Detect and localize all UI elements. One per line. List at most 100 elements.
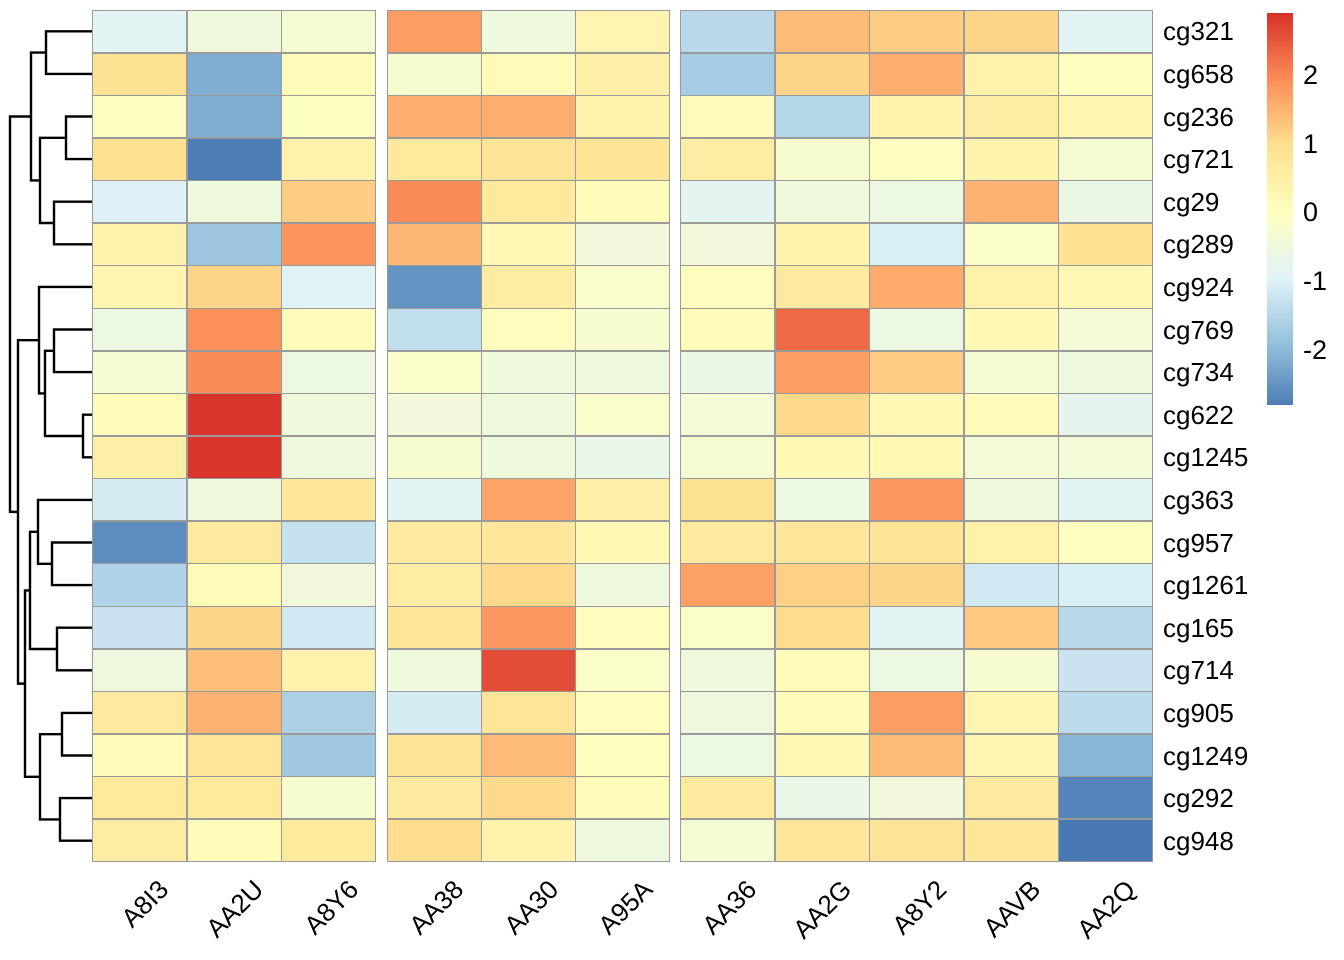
- heatmap-cell: [1059, 521, 1152, 563]
- heatmap-cell: [681, 266, 774, 308]
- heatmap-cell: [681, 223, 774, 265]
- heatmap-cell: [93, 309, 186, 351]
- heatmap-cell: [282, 138, 375, 180]
- heatmap-cell: [1059, 351, 1152, 393]
- heatmap-cell: [282, 181, 375, 223]
- heatmap-cell: [870, 266, 963, 308]
- row-label: cg292: [1163, 783, 1234, 814]
- heatmap-cell: [187, 11, 281, 53]
- heatmap-cell: [187, 607, 281, 649]
- heatmap-cell: [870, 607, 963, 649]
- heatmap-cell: [870, 53, 963, 95]
- heatmap-cell: [187, 777, 281, 819]
- heatmap-cell: [93, 564, 186, 606]
- heatmap-cell: [93, 777, 186, 819]
- heatmap-cell: [482, 96, 575, 138]
- heatmap-cell: [93, 96, 186, 138]
- heatmap-cell: [576, 479, 669, 521]
- heatmap-cell: [576, 521, 669, 563]
- heatmap-cell: [681, 53, 774, 95]
- heatmap-cell: [482, 181, 575, 223]
- row-label: cg714: [1163, 655, 1234, 686]
- heatmap-cell: [576, 266, 669, 308]
- heatmap-cell: [1059, 607, 1152, 649]
- heatmap-cell: [388, 223, 481, 265]
- heatmap-cell: [93, 223, 186, 265]
- heatmap-cell: [870, 11, 963, 53]
- heatmap-cell: [388, 394, 481, 436]
- heatmap-cell: [187, 394, 281, 436]
- heatmap-cell: [681, 96, 774, 138]
- heatmap-cell: [870, 777, 963, 819]
- heatmap-cell: [576, 351, 669, 393]
- heatmap-cell: [388, 521, 481, 563]
- heatmap-cell: [187, 266, 281, 308]
- heatmap-cell: [964, 181, 1058, 223]
- heatmap-cell: [93, 692, 186, 734]
- heatmap-cell: [388, 777, 481, 819]
- heatmap-cell: [482, 138, 575, 180]
- heatmap-cell: [775, 521, 869, 563]
- row-label: cg1245: [1163, 442, 1249, 473]
- heatmap-cell: [681, 521, 774, 563]
- heatmap-cell: [870, 138, 963, 180]
- heatmap-cell: [482, 734, 575, 776]
- row-label: cg734: [1163, 357, 1234, 388]
- heatmap-cell: [93, 819, 186, 861]
- heatmap-cell: [388, 11, 481, 53]
- heatmap-cell: [482, 649, 575, 691]
- heatmap-cell: [93, 351, 186, 393]
- heatmap-cell: [482, 479, 575, 521]
- heatmap-cell: [282, 394, 375, 436]
- heatmap-cell: [681, 564, 774, 606]
- heatmap-cell: [282, 692, 375, 734]
- heatmap-cell: [775, 138, 869, 180]
- row-label: cg165: [1163, 612, 1234, 643]
- heatmap-cell: [1059, 564, 1152, 606]
- heatmap-cell: [576, 777, 669, 819]
- heatmap-cell: [681, 181, 774, 223]
- heatmap-cell: [388, 53, 481, 95]
- heatmap-cell: [870, 96, 963, 138]
- heatmap-cell: [282, 436, 375, 478]
- heatmap-cell: [1059, 734, 1152, 776]
- heatmap-cell: [870, 734, 963, 776]
- heatmap-cell: [576, 692, 669, 734]
- heatmap-block-3: [680, 10, 1153, 862]
- heatmap-cell: [187, 309, 281, 351]
- heatmap-cell: [681, 607, 774, 649]
- heatmap-cell: [388, 181, 481, 223]
- heatmap-cell: [775, 692, 869, 734]
- heatmap-cell: [93, 11, 186, 53]
- row-label: cg29: [1163, 186, 1220, 217]
- heatmap-cell: [1059, 181, 1152, 223]
- heatmap-cell: [964, 223, 1058, 265]
- heatmap-cell: [775, 777, 869, 819]
- heatmap-cell: [964, 436, 1058, 478]
- row-label: cg289: [1163, 229, 1234, 260]
- heatmap-cell: [870, 479, 963, 521]
- heatmap-cell: [282, 649, 375, 691]
- heatmap-cell: [482, 819, 575, 861]
- heatmap-cell: [482, 692, 575, 734]
- heatmap-cell: [576, 649, 669, 691]
- heatmap-cell: [775, 564, 869, 606]
- heatmap-cell: [964, 819, 1058, 861]
- heatmap-cell: [388, 649, 481, 691]
- heatmap-cell: [187, 819, 281, 861]
- heatmap-cell: [482, 777, 575, 819]
- heatmap-cell: [681, 777, 774, 819]
- row-label: cg236: [1163, 101, 1234, 132]
- heatmap-cell: [282, 734, 375, 776]
- heatmap-cell: [187, 181, 281, 223]
- heatmap-cell: [93, 734, 186, 776]
- heatmap-cell: [576, 53, 669, 95]
- heatmap-cell: [482, 436, 575, 478]
- heatmap-cell: [870, 521, 963, 563]
- heatmap-cell: [187, 53, 281, 95]
- heatmap-cell: [964, 734, 1058, 776]
- heatmap-cell: [482, 223, 575, 265]
- heatmap-cell: [187, 351, 281, 393]
- heatmap-cell: [1059, 96, 1152, 138]
